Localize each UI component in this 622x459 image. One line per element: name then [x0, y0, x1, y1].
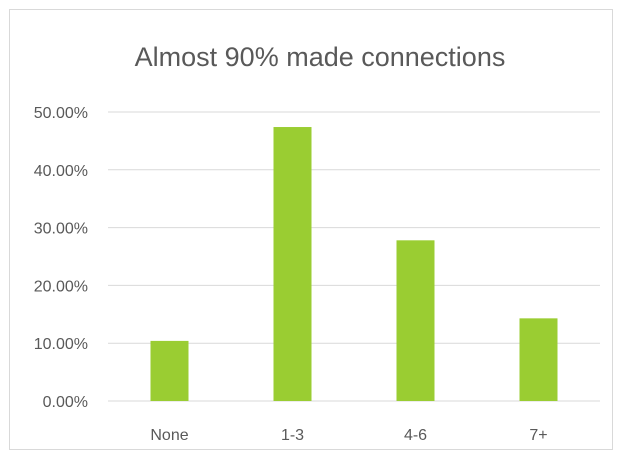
x-tick-label: None [150, 427, 188, 444]
y-tick-label: 0.00% [43, 394, 88, 411]
y-tick-label: 20.00% [34, 278, 88, 295]
gridlines [108, 111, 600, 402]
bars [150, 127, 558, 401]
x-tick-label: 7+ [529, 427, 547, 444]
y-axis-tick-labels: 0.00% 10.00% 20.00% 30.00% 40.00% 50.00% [34, 105, 88, 411]
bar-7- [519, 318, 558, 401]
bar-1-3 [273, 127, 312, 401]
y-tick-label: 10.00% [34, 336, 88, 353]
chart-title: Almost 90% made connections [135, 42, 506, 72]
x-tick-label: 4-6 [404, 427, 427, 444]
y-tick-label: 40.00% [34, 163, 88, 180]
x-tick-label: 1-3 [281, 427, 304, 444]
x-axis-tick-labels: None 1-3 4-6 7+ [150, 427, 547, 444]
bar-none [150, 340, 189, 401]
y-tick-label: 50.00% [34, 105, 88, 122]
bar-4-6 [396, 240, 435, 401]
y-tick-label: 30.00% [34, 221, 88, 238]
